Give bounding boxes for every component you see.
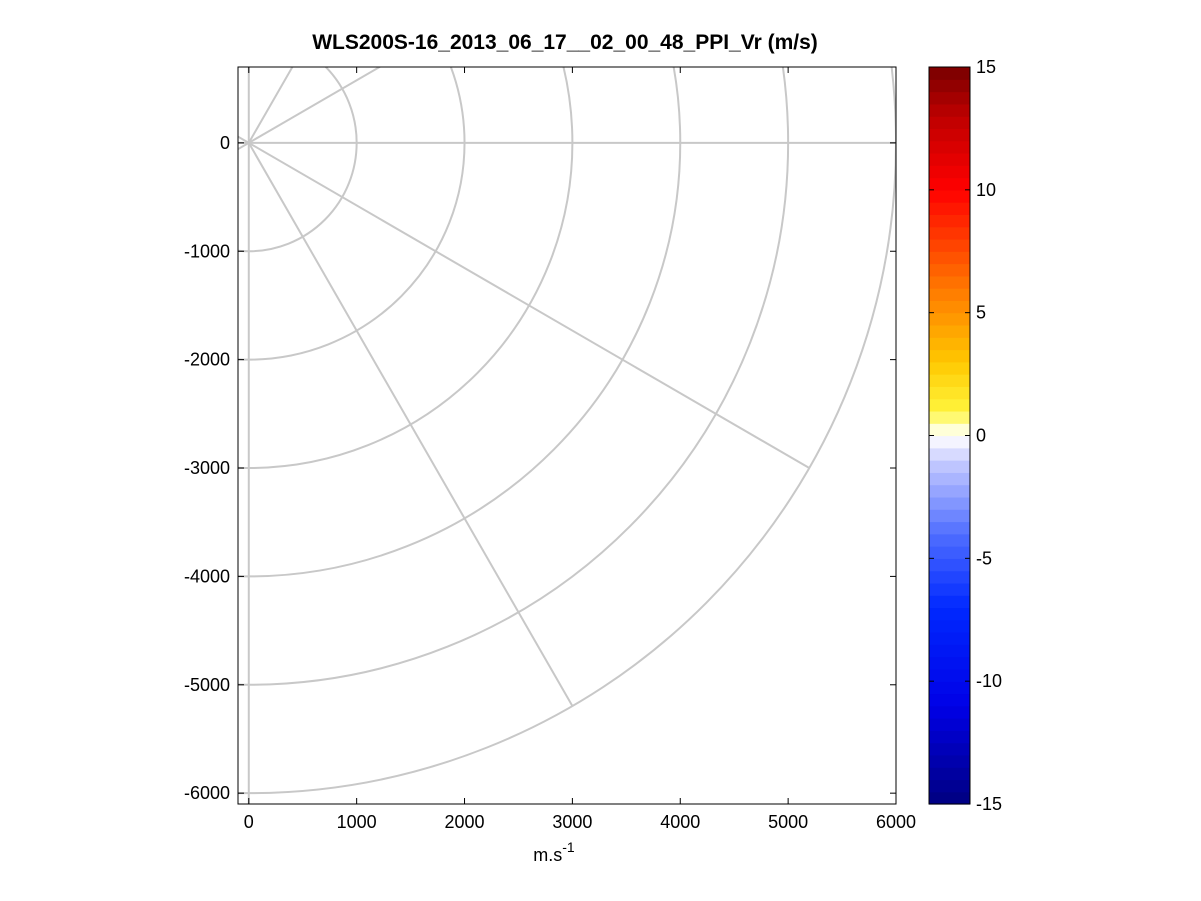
x-tick-label: 1000: [337, 812, 377, 832]
colorbar-segment: [929, 337, 970, 351]
colorbar-segment: [929, 570, 970, 584]
colorbar-segment: [929, 435, 970, 449]
colorbar-segment: [929, 582, 970, 596]
plot-area: 0 1000 2000 3000 4000 5000 6000 0 -1000 -2000 -30…: [184, 66, 916, 832]
colorbar-segment: [929, 619, 970, 633]
colorbar-tick-label: 15: [976, 57, 996, 77]
colorbar-segment: [929, 202, 970, 215]
y-axis: 0 -1000 -2000 -3000 -4000 -5000 -6000: [184, 133, 896, 803]
colorbar-segment: [929, 263, 970, 277]
y-tick-label: -3000: [184, 458, 230, 478]
colorbar-ticks: 15 10 5 0 -5 -10 -15: [929, 57, 1002, 814]
colorbar-gradient: [929, 67, 970, 805]
colorbar-segment: [929, 79, 970, 93]
colorbar-tick-label: -15: [976, 794, 1002, 814]
colorbar-segment: [929, 300, 970, 314]
colorbar-segment: [929, 484, 970, 498]
colorbar: 15 10 5 0 -5 -10 -15: [928, 57, 1002, 814]
colorbar-segment: [929, 705, 970, 719]
y-tick-label: -2000: [184, 350, 230, 370]
colorbar-segment: [929, 189, 970, 203]
colorbar-segment: [929, 238, 970, 252]
colorbar-segment: [929, 595, 970, 609]
colorbar-segment: [929, 779, 970, 793]
colorbar-segment: [929, 361, 970, 375]
colorbar-segment: [929, 558, 970, 572]
colorbar-segment: [929, 423, 970, 437]
colorbar-tick-label: 10: [976, 180, 996, 200]
colorbar-segment: [929, 447, 970, 461]
colorbar-segment: [929, 632, 970, 645]
colorbar-segment: [929, 693, 970, 707]
colorbar-segment: [929, 374, 970, 387]
colorbar-segment: [929, 509, 970, 523]
colorbar-segment: [929, 730, 970, 744]
colorbar-segment: [929, 214, 970, 228]
x-axis-label-base: m.s: [533, 845, 562, 865]
colorbar-segment: [929, 324, 970, 338]
colorbar-segment: [929, 288, 970, 301]
colorbar-segment: [929, 67, 970, 80]
colorbar-segment: [929, 521, 970, 535]
radial-line-30: [248, 67, 382, 144]
polar-grid: [238, 67, 896, 804]
colorbar-segment: [929, 607, 970, 621]
y-tick-label: 0: [220, 133, 230, 153]
origin-spoke-150: [238, 135, 250, 144]
colorbar-segment: [929, 152, 970, 166]
colorbar-segment: [929, 546, 970, 559]
colorbar-segment: [929, 275, 970, 289]
colorbar-segment: [929, 681, 970, 695]
colorbar-segment: [929, 140, 970, 154]
y-tick-label: -1000: [184, 241, 230, 261]
colorbar-segment: [929, 312, 970, 326]
x-tick-label: 4000: [660, 812, 700, 832]
colorbar-segment: [929, 177, 970, 191]
colorbar-segment: [929, 656, 970, 670]
colorbar-segment: [929, 116, 970, 130]
radial-line--30: [248, 142, 810, 469]
colorbar-segment: [929, 644, 970, 658]
x-tick-label: 0: [244, 812, 254, 832]
colorbar-segment: [929, 668, 970, 682]
colorbar-segment: [929, 91, 970, 105]
colorbar-segment: [929, 496, 970, 510]
plot-frame: [237, 66, 897, 805]
x-tick-label: 6000: [876, 812, 916, 832]
colorbar-segment: [929, 386, 970, 400]
colorbar-segment: [929, 226, 970, 240]
colorbar-segment: [929, 410, 970, 424]
colorbar-segment: [929, 460, 970, 473]
radial-line--60: [247, 142, 574, 707]
y-tick-label: -5000: [184, 675, 230, 695]
colorbar-segment: [929, 349, 970, 363]
x-tick-label: 3000: [552, 812, 592, 832]
colorbar-segment: [929, 165, 970, 179]
x-axis-label-superscript: -1: [562, 839, 575, 855]
colorbar-segment: [929, 398, 970, 412]
colorbar-segment: [929, 472, 970, 486]
colorbar-tick-label: 5: [976, 303, 986, 323]
colorbar-segment: [929, 791, 970, 805]
x-axis: 0 1000 2000 3000 4000 5000 6000: [244, 67, 916, 832]
colorbar-tick-label: -10: [976, 671, 1002, 691]
colorbar-segment: [929, 251, 970, 265]
colorbar-segment: [929, 533, 970, 547]
y-tick-label: -6000: [184, 783, 230, 803]
colorbar-segment: [929, 767, 970, 781]
colorbar-segment: [929, 718, 970, 731]
colorbar-segment: [929, 742, 970, 756]
x-tick-label: 5000: [768, 812, 808, 832]
colorbar-segment: [929, 103, 970, 117]
origin-spoke--150: [238, 142, 250, 151]
chart-title: WLS200S-16_2013_06_17__02_00_48_PPI_Vr (…: [312, 31, 818, 54]
y-tick-label: -4000: [184, 566, 230, 586]
colorbar-tick-label: -5: [976, 548, 992, 568]
colorbar-segment: [929, 128, 970, 142]
x-axis-label: m.s-1: [533, 839, 575, 865]
x-tick-label: 2000: [445, 812, 485, 832]
colorbar-tick-label: 0: [976, 426, 986, 446]
colorbar-segment: [929, 754, 970, 768]
